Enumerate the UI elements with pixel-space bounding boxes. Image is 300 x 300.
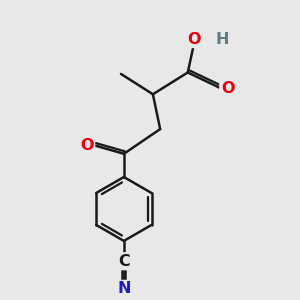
Text: O: O (187, 32, 200, 46)
Text: H: H (216, 32, 230, 46)
Text: N: N (117, 281, 130, 296)
Text: O: O (221, 81, 234, 96)
Text: C: C (118, 254, 130, 269)
Text: O: O (80, 138, 94, 153)
